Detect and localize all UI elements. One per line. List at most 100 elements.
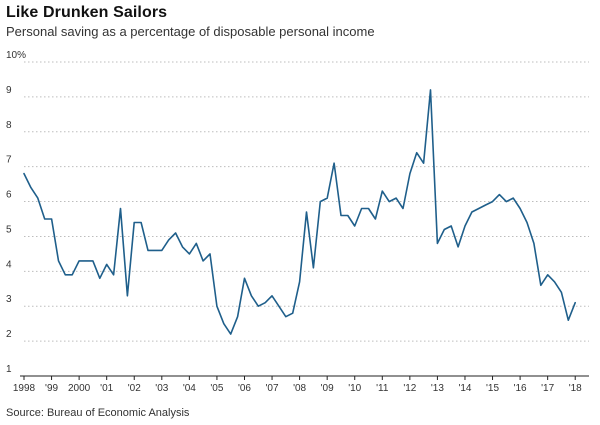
x-tick-label: '06 — [238, 383, 251, 394]
x-tick-label: '15 — [486, 383, 499, 394]
data-point — [423, 162, 425, 164]
y-tick-label: 1 — [6, 364, 12, 375]
data-point — [30, 187, 32, 189]
x-tick-label: '08 — [293, 383, 306, 394]
data-point — [492, 201, 494, 203]
x-tick-label: '13 — [431, 383, 444, 394]
data-point — [285, 316, 287, 318]
data-point — [306, 211, 308, 213]
data-point — [140, 222, 142, 224]
data-point — [409, 173, 411, 175]
data-point — [120, 208, 122, 210]
x-tick-label: '03 — [155, 383, 168, 394]
data-point — [533, 243, 535, 245]
data-point — [368, 208, 370, 210]
x-tick-label: '17 — [541, 383, 554, 394]
data-point — [457, 246, 459, 248]
data-point — [264, 302, 266, 304]
data-point — [37, 197, 39, 199]
y-tick-label: 2 — [6, 329, 12, 340]
data-point — [464, 225, 466, 227]
data-point — [354, 225, 356, 227]
data-point — [568, 319, 570, 321]
data-point — [416, 152, 418, 154]
data-point — [58, 260, 60, 262]
y-tick-label: 7 — [6, 155, 12, 166]
data-point — [382, 190, 384, 192]
x-tick-label: '99 — [45, 383, 58, 394]
data-point — [478, 208, 480, 210]
data-point — [237, 316, 239, 318]
data-point — [347, 215, 349, 217]
data-point — [271, 295, 273, 297]
data-point — [278, 305, 280, 307]
data-point — [402, 208, 404, 210]
data-point — [99, 278, 101, 280]
y-tick-label: 9 — [6, 85, 12, 96]
x-tick-label: '10 — [348, 383, 361, 394]
y-tick-label: 4 — [6, 259, 12, 270]
data-point — [444, 229, 446, 231]
x-tick-label: '09 — [321, 383, 334, 394]
data-point — [23, 173, 25, 175]
data-point — [526, 222, 528, 224]
data-point — [471, 211, 473, 213]
y-axis-tick-labels: 1 2 3 4 5 6 7 8 9 10% — [6, 50, 26, 375]
x-tick-label: '12 — [403, 383, 416, 394]
data-point — [85, 260, 87, 262]
x-tick-label: '11 — [376, 383, 389, 394]
data-point — [196, 243, 198, 245]
data-point — [175, 232, 177, 234]
data-point — [216, 305, 218, 307]
data-point — [574, 302, 576, 304]
x-tick-label: '16 — [514, 383, 527, 394]
data-point — [78, 260, 80, 262]
data-point — [388, 201, 390, 203]
data-point — [154, 250, 156, 252]
data-point — [133, 222, 135, 224]
data-point — [202, 260, 204, 262]
data-point — [44, 218, 46, 220]
data-point — [375, 218, 377, 220]
data-point — [258, 305, 260, 307]
data-point — [430, 89, 432, 91]
data-point — [168, 239, 170, 241]
data-point — [554, 281, 556, 283]
x-axis: 1998 '99 2000 '01 '02 '03 '04 '05 '06 '07 '08 '09 '1… — [13, 375, 589, 394]
data-point — [113, 274, 115, 276]
data-point — [333, 162, 335, 164]
data-point — [340, 215, 342, 217]
data-point — [561, 292, 563, 294]
data-point — [223, 323, 225, 325]
data-point — [361, 208, 363, 210]
data-point — [313, 267, 315, 269]
data-point — [320, 201, 322, 203]
data-point — [499, 194, 501, 196]
x-tick-label: '04 — [183, 383, 196, 394]
x-tick-label: 1998 — [13, 383, 36, 394]
data-point — [326, 197, 328, 199]
data-point — [127, 295, 129, 297]
data-point — [65, 274, 67, 276]
data-point — [547, 274, 549, 276]
data-point — [147, 250, 149, 252]
data-point — [209, 253, 211, 255]
data-point — [230, 333, 232, 335]
data-point — [189, 253, 191, 255]
data-point — [519, 208, 521, 210]
series-line — [23, 89, 576, 335]
data-point — [299, 281, 301, 283]
data-point — [182, 246, 184, 248]
data-point — [71, 274, 73, 276]
series-layer — [23, 89, 576, 335]
y-tick-label: 8 — [6, 120, 12, 131]
x-tick-label: '02 — [128, 383, 141, 394]
chart-subtitle: Personal saving as a percentage of dispo… — [6, 24, 375, 39]
data-point — [161, 250, 163, 252]
x-tick-label: '01 — [100, 383, 113, 394]
data-point — [251, 295, 253, 297]
x-tick-label: '07 — [266, 383, 279, 394]
data-point — [512, 197, 514, 199]
x-tick-label: '14 — [458, 383, 471, 394]
